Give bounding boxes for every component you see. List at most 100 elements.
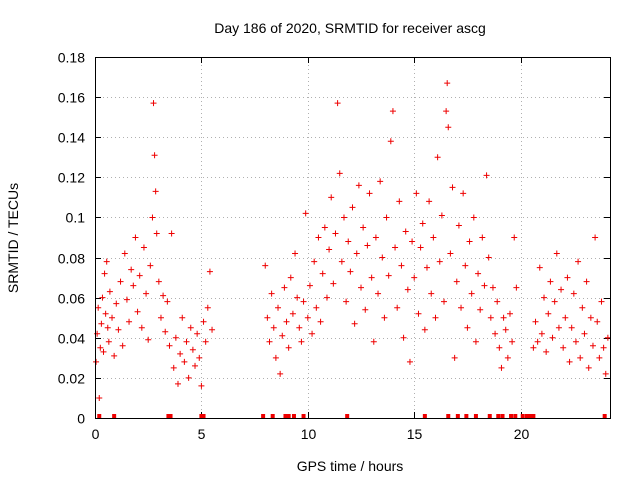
y-tick-label: 0.04 [58, 331, 85, 347]
zero-value-marker [531, 414, 536, 419]
data-point [560, 344, 567, 351]
y-tick-label: 0.02 [58, 371, 85, 387]
data-point [104, 324, 111, 331]
data-point [289, 310, 296, 317]
data-point [306, 282, 313, 289]
data-point [579, 304, 586, 311]
data-point [589, 342, 596, 349]
data-point [309, 330, 316, 337]
data-point [340, 214, 347, 221]
data-point [285, 344, 292, 351]
data-point [383, 214, 390, 221]
data-point [379, 254, 386, 261]
data-point [95, 304, 102, 311]
y-tick-label: 0.1 [66, 210, 86, 226]
data-point [157, 314, 164, 321]
data-point [500, 314, 507, 321]
data-point [568, 324, 575, 331]
data-point [113, 300, 120, 307]
data-point [143, 290, 150, 297]
data-point [179, 314, 186, 321]
zero-value-marker [455, 414, 460, 419]
data-point [130, 282, 137, 289]
zero-value-marker [97, 414, 102, 419]
data-point [464, 324, 471, 331]
data-point [468, 290, 475, 297]
data-point [502, 326, 509, 333]
data-point [355, 182, 362, 189]
data-point [315, 234, 322, 241]
data-point [268, 290, 275, 297]
data-point [483, 172, 490, 179]
data-point [364, 242, 371, 249]
data-point [387, 138, 394, 145]
data-point [489, 284, 496, 291]
data-point [511, 234, 518, 241]
data-point [477, 306, 484, 313]
data-point [487, 314, 494, 321]
data-point [334, 100, 341, 107]
data-point [347, 268, 354, 275]
data-point [419, 220, 426, 227]
data-point [572, 338, 579, 345]
grid-lines [95, 57, 610, 418]
data-point [138, 324, 145, 331]
y-tick-label: 0.18 [58, 50, 85, 66]
data-point [389, 108, 396, 115]
data-point [351, 320, 358, 327]
data-point [409, 238, 416, 245]
data-point [432, 314, 439, 321]
data-point [358, 284, 365, 291]
data-point [283, 318, 290, 325]
data-point [362, 306, 369, 313]
data-point [485, 254, 492, 261]
data-point [370, 338, 377, 345]
data-point [206, 268, 213, 275]
data-point [323, 294, 330, 301]
data-point [160, 292, 167, 299]
data-point [547, 278, 554, 285]
data-point [162, 328, 169, 335]
data-point [398, 262, 405, 269]
data-point [292, 250, 299, 257]
data-point [150, 100, 157, 107]
x-tick-label: 15 [407, 426, 423, 442]
data-point [366, 190, 373, 197]
data-point [436, 258, 443, 265]
data-point [438, 212, 445, 219]
data-point [170, 364, 177, 371]
data-point [368, 274, 375, 281]
zero-value-marker [283, 414, 288, 419]
data-point [117, 278, 124, 285]
y-tick-label: 0.12 [58, 170, 85, 186]
data-point [109, 314, 116, 321]
data-point [277, 370, 284, 377]
zero-value-marker [291, 414, 296, 419]
data-point [126, 318, 133, 325]
data-points [93, 80, 611, 419]
data-point [304, 314, 311, 321]
data-point [441, 298, 448, 305]
data-point [594, 318, 601, 325]
data-point [296, 324, 303, 331]
data-point [328, 194, 335, 201]
zero-value-marker [112, 414, 117, 419]
y-tick-label: 0.14 [58, 130, 85, 146]
data-point [479, 234, 486, 241]
data-point [298, 338, 305, 345]
data-point [111, 352, 118, 359]
data-point [196, 354, 203, 361]
data-point [570, 290, 577, 297]
data-point [151, 152, 158, 159]
data-point [204, 304, 211, 311]
data-point [96, 394, 103, 401]
data-point [532, 318, 539, 325]
data-point [93, 358, 100, 365]
data-point [177, 350, 184, 357]
data-point [166, 342, 173, 349]
data-point [541, 294, 548, 301]
y-tick-label: 0.16 [58, 90, 85, 106]
zero-value-marker [520, 414, 525, 419]
data-point [534, 338, 541, 345]
